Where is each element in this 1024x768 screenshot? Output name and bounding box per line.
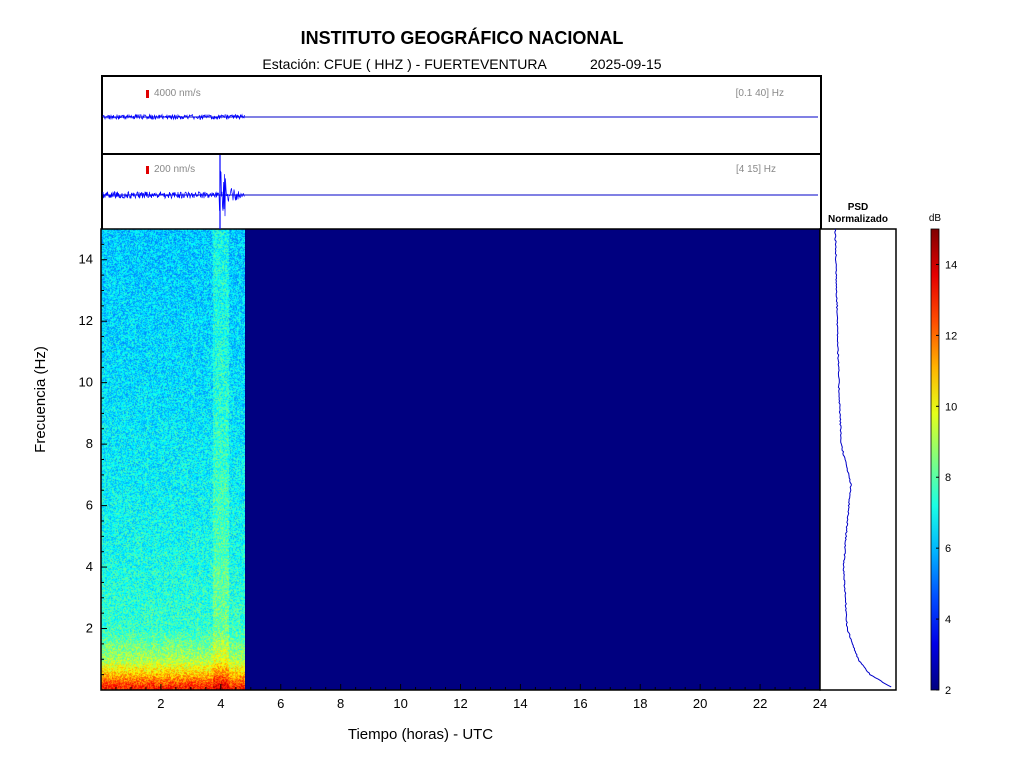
x-tick-label: 10 (393, 696, 407, 711)
spectrogram-data (101, 229, 245, 690)
trace-scale-label: 200 nm/s (154, 164, 196, 175)
y-tick-label: 2 (86, 621, 93, 636)
x-tick-label: 24 (813, 696, 827, 711)
colorbar-tick-label: 6 (945, 543, 951, 555)
colorbar-tick-label: 10 (945, 401, 957, 413)
station-name: CFUE ( HHZ ) - FUERTEVENTURA (323, 56, 547, 72)
y-axis-label: Frecuencia (Hz) (32, 346, 49, 453)
trace-band-label: [4 15] Hz (735, 164, 776, 175)
y-tick-label: 10 (79, 375, 93, 390)
scale-bar-marker (146, 166, 149, 174)
y-tick-label: 6 (86, 498, 93, 513)
colorbar-tick-label: 4 (945, 614, 951, 626)
page-title: INSTITUTO GEOGRÁFICO NACIONAL (300, 28, 624, 48)
y-tick-label: 14 (79, 252, 93, 267)
colorbar-tick-label: 14 (945, 259, 957, 271)
x-tick-label: 12 (453, 696, 467, 711)
x-tick-label: 8 (337, 696, 344, 711)
y-tick-label: 4 (86, 559, 93, 574)
psd-title-line2: Normalizado (827, 214, 888, 225)
x-tick-label: 18 (633, 696, 647, 711)
trace-scale-label: 4000 nm/s (154, 88, 201, 99)
colorbar-tick-label: 8 (945, 472, 951, 484)
x-tick-label: 16 (573, 696, 587, 711)
x-tick-label: 6 (277, 696, 284, 711)
trace-band-label: [0.1 40] Hz (735, 88, 784, 99)
date-label: 2025-09-15 (589, 56, 662, 72)
station-subtitle: Estación: CFUE ( HHZ ) - FUERTEVENTURA 2… (0, 56, 924, 72)
x-tick-label: 4 (217, 696, 224, 711)
x-tick-label: 14 (513, 696, 527, 711)
psd-title: PSD Normalizado (818, 202, 898, 226)
colorbar-tick-label: 2 (945, 685, 951, 697)
colorbar-tick-label: 12 (945, 330, 957, 342)
y-tick-label: 8 (86, 436, 93, 451)
seismogram-trace (102, 113, 245, 121)
x-tick-label: 20 (693, 696, 707, 711)
psd-panel (819, 228, 897, 691)
seismogram-trace (102, 169, 245, 217)
y-tick-label: 12 (79, 313, 93, 328)
x-tick-label: 22 (753, 696, 767, 711)
psd-curve (834, 228, 892, 688)
scale-bar-marker (146, 90, 149, 98)
x-axis-label: Tiempo (horas) - UTC (348, 726, 493, 743)
station-label: Estación: (262, 56, 320, 72)
psd-title-line1: PSD (847, 202, 869, 213)
colorbar-unit-label: dB (929, 213, 942, 224)
colorbar (930, 228, 940, 691)
x-tick-label: 2 (157, 696, 164, 711)
